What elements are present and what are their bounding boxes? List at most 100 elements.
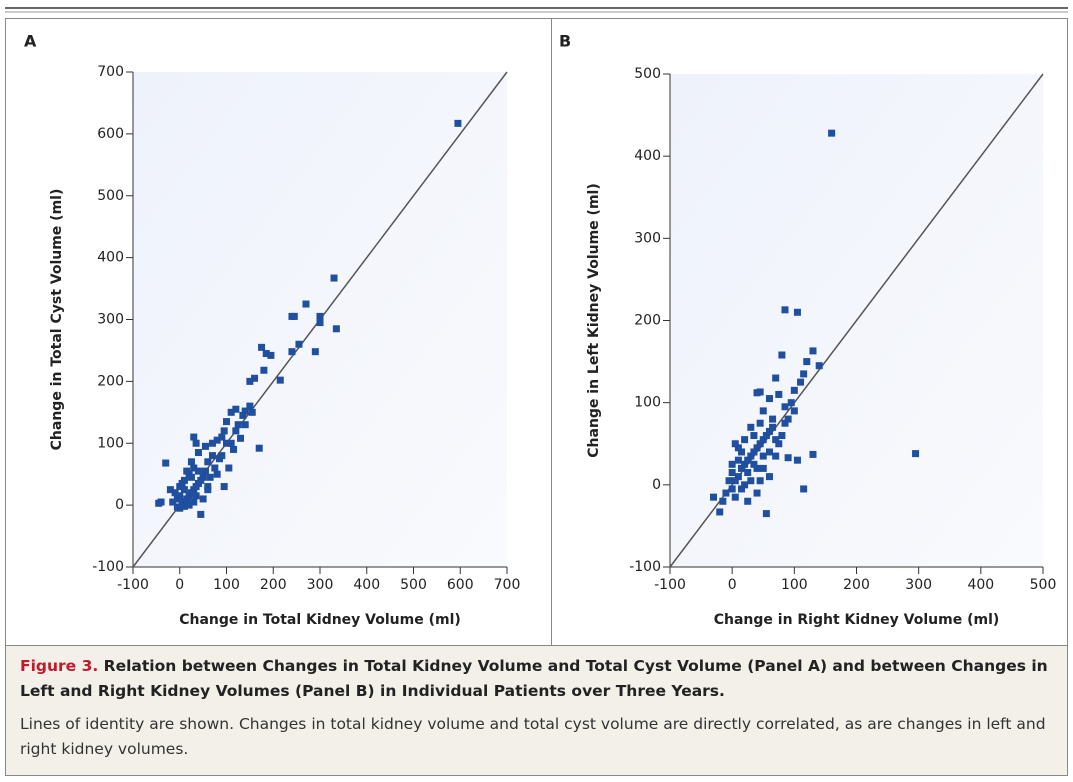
caption-title: Figure 3. Relation between Changes in To… [20, 654, 1053, 704]
y-tick-label: 0 [652, 477, 661, 493]
point [762, 432, 770, 440]
point [781, 419, 789, 427]
point [311, 348, 319, 356]
x-tick-label: 100 [213, 577, 240, 593]
point [180, 502, 188, 510]
x-axis-label: Change in Right Kidney Volume (ml) [714, 612, 1000, 628]
point [316, 312, 324, 320]
point [192, 492, 200, 500]
x-tick-label: 400 [967, 577, 994, 593]
point [787, 399, 795, 407]
point [330, 274, 338, 282]
point [171, 489, 179, 497]
point [753, 489, 761, 497]
point [180, 486, 188, 494]
point [251, 374, 259, 382]
point [756, 477, 764, 485]
point [731, 440, 739, 448]
point [178, 479, 186, 487]
point [194, 449, 202, 457]
point [232, 427, 240, 435]
y-axis-label: Change in Left Kidney Volume (ml) [586, 183, 602, 457]
point [162, 459, 170, 467]
point [194, 467, 202, 475]
point [734, 473, 742, 481]
point [223, 439, 230, 447]
point [316, 319, 324, 327]
point [220, 427, 228, 435]
point [183, 467, 191, 475]
x-tick-label: -100 [654, 577, 686, 593]
point [781, 403, 789, 411]
point [232, 405, 240, 413]
point [731, 477, 739, 485]
point [267, 351, 275, 359]
x-axis-label: Change in Total Kidney Volume (ml) [179, 612, 461, 628]
point [734, 456, 742, 464]
panel-label: B [559, 32, 571, 51]
point [737, 448, 745, 456]
point [912, 450, 920, 458]
y-tick-label: 600 [97, 126, 124, 142]
point [192, 439, 200, 447]
x-tick-label: 300 [307, 577, 334, 593]
point [237, 434, 245, 442]
point [276, 376, 284, 384]
point [197, 510, 205, 518]
point [769, 415, 777, 423]
point [772, 374, 780, 382]
x-tick-label: 200 [260, 577, 287, 593]
point [731, 493, 739, 501]
y-tick-label: 700 [97, 64, 124, 80]
point [206, 473, 214, 481]
point [784, 454, 792, 462]
point [728, 460, 736, 468]
y-tick-label: 400 [634, 148, 661, 164]
point [750, 460, 758, 468]
point [784, 415, 792, 423]
point [744, 497, 752, 505]
point [734, 444, 742, 452]
y-axis-label: Change in Total Cyst Volume (ml) [49, 189, 65, 451]
point [744, 456, 752, 464]
y-tick-label: 200 [634, 313, 661, 329]
point [208, 439, 216, 447]
point [213, 436, 221, 444]
point [737, 464, 745, 472]
point [190, 433, 198, 441]
point [753, 389, 761, 397]
point [227, 439, 235, 447]
point [166, 486, 174, 494]
point [728, 485, 736, 493]
point [255, 444, 263, 452]
x-tick-label: 400 [353, 577, 380, 593]
point [260, 366, 268, 374]
point [759, 436, 767, 444]
point [765, 395, 773, 403]
point [765, 473, 773, 481]
x-tick-label: 500 [400, 577, 427, 593]
point [218, 452, 226, 460]
point [790, 386, 798, 394]
y-tick-label: 500 [97, 188, 124, 204]
point [187, 458, 195, 466]
chart: A -100 0 100 200 300 400 500 600 700 -100 0 100 200 30… [5, 7, 1068, 646]
point [241, 407, 249, 415]
point [248, 408, 256, 416]
x-tick-label: 200 [843, 577, 870, 593]
point [793, 456, 801, 464]
point [778, 432, 786, 440]
point [716, 508, 724, 516]
y-tick-label: -100 [629, 559, 661, 575]
point [332, 325, 340, 333]
point [728, 469, 736, 477]
x-tick-label: 700 [494, 577, 521, 593]
x-tick-label: 100 [781, 577, 808, 593]
point [756, 419, 764, 427]
point [201, 467, 209, 475]
point [173, 503, 181, 511]
point [725, 477, 733, 485]
point [797, 378, 805, 386]
figure-title: Relation between Changes in Total Kidney… [20, 657, 1048, 700]
